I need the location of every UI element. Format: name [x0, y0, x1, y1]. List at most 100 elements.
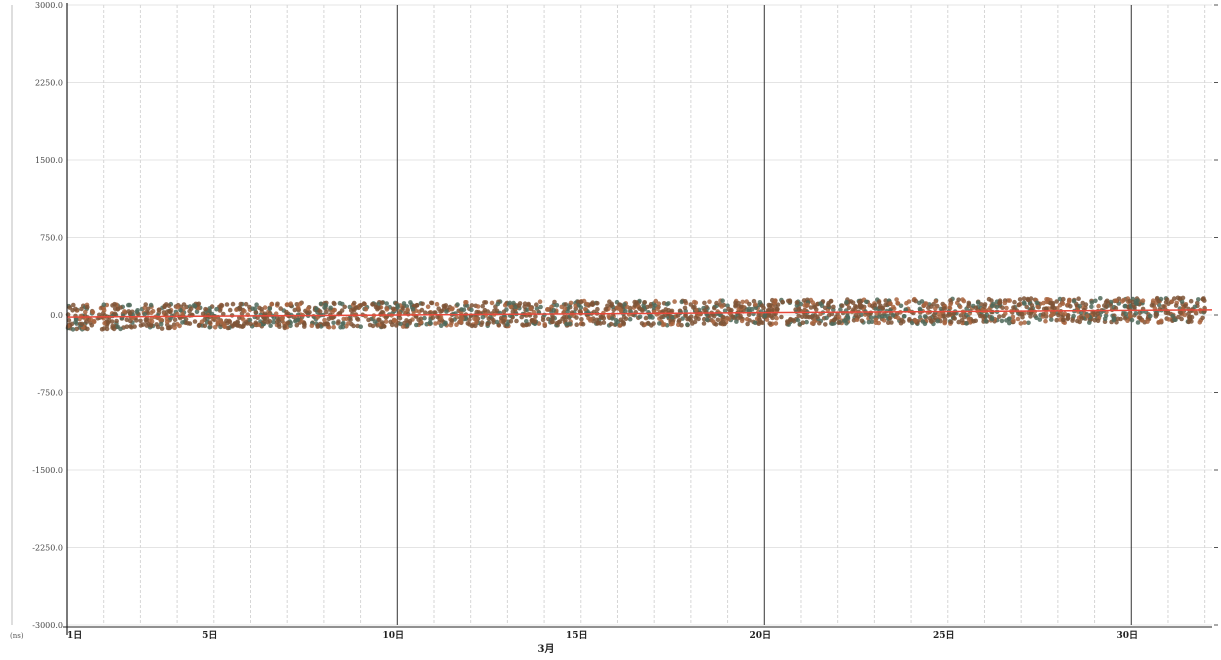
data-point — [501, 309, 507, 315]
data-point — [887, 315, 893, 321]
data-point — [181, 302, 187, 307]
data-point — [474, 309, 480, 315]
data-point — [1145, 319, 1150, 324]
data-point — [1066, 299, 1072, 305]
data-point — [942, 313, 947, 319]
data-point — [675, 313, 681, 318]
data-point — [458, 319, 464, 325]
data-point — [410, 306, 416, 312]
data-point — [799, 314, 805, 320]
data-point — [951, 311, 957, 316]
data-point — [796, 307, 802, 312]
data-point — [361, 301, 367, 306]
data-point — [292, 307, 298, 313]
data-point — [787, 299, 793, 304]
data-point — [280, 316, 285, 322]
data-point — [418, 316, 424, 322]
data-point — [554, 303, 560, 308]
data-point — [1176, 314, 1181, 320]
data-point — [1171, 296, 1177, 301]
data-point — [91, 319, 97, 325]
data-point — [442, 321, 448, 327]
data-point — [70, 327, 76, 332]
data-point — [656, 301, 662, 307]
data-point — [1002, 300, 1008, 306]
data-point — [1054, 299, 1059, 304]
data-point — [1173, 303, 1179, 308]
data-point — [427, 320, 433, 325]
data-point — [966, 316, 972, 322]
data-point — [1122, 316, 1128, 321]
data-point — [948, 319, 954, 325]
data-point — [1095, 318, 1101, 324]
data-point — [162, 304, 167, 310]
data-point — [85, 304, 90, 310]
data-point — [461, 307, 467, 313]
data-point — [284, 302, 290, 307]
data-point — [429, 300, 434, 306]
x-tick-label: 1日 — [67, 630, 82, 641]
data-point — [377, 317, 382, 323]
data-point — [540, 317, 546, 323]
data-point — [1007, 320, 1012, 326]
data-point — [510, 309, 516, 315]
data-point — [692, 304, 697, 310]
data-point — [814, 307, 819, 312]
data-point — [407, 318, 413, 324]
data-point — [367, 322, 373, 328]
data-point — [390, 306, 396, 312]
data-point — [942, 306, 948, 311]
data-point — [838, 307, 843, 312]
data-point — [514, 318, 519, 324]
data-point — [1140, 298, 1146, 304]
data-point — [288, 301, 294, 307]
data-point — [857, 299, 862, 305]
data-point — [383, 315, 389, 320]
data-point — [275, 301, 280, 307]
data-point — [902, 314, 907, 319]
data-point — [574, 315, 579, 320]
data-point — [664, 302, 670, 307]
axes — [11, 3, 1218, 635]
data-point — [112, 301, 117, 307]
data-point — [1022, 320, 1027, 325]
data-point — [1056, 312, 1061, 318]
data-point — [685, 322, 690, 327]
data-point — [395, 303, 400, 308]
data-point — [1018, 321, 1024, 326]
data-point — [295, 317, 301, 323]
data-point — [154, 322, 159, 327]
data-point — [331, 300, 337, 306]
data-point — [1089, 300, 1095, 305]
data-point — [1111, 315, 1117, 321]
data-point — [550, 315, 555, 321]
data-point — [831, 304, 836, 310]
data-point — [516, 303, 522, 308]
data-point — [917, 300, 922, 306]
data-point — [252, 306, 258, 312]
data-point — [734, 319, 739, 324]
data-point — [1044, 299, 1049, 305]
data-point — [1041, 312, 1046, 317]
data-point — [134, 309, 140, 315]
data-point — [84, 319, 89, 325]
data-point — [217, 308, 223, 313]
data-point — [397, 316, 403, 321]
data-point — [859, 318, 865, 324]
data-point — [1189, 319, 1194, 324]
data-point — [340, 324, 346, 330]
data-point — [425, 304, 431, 310]
data-point — [207, 308, 212, 314]
data-point — [480, 303, 486, 309]
data-point — [508, 304, 513, 310]
data-point — [1148, 313, 1153, 319]
data-point — [864, 299, 869, 305]
data-point — [652, 303, 658, 308]
data-point — [823, 322, 828, 327]
data-point — [1029, 303, 1035, 308]
data-point — [1068, 304, 1073, 309]
data-point — [801, 298, 807, 303]
data-point — [175, 304, 181, 310]
data-point — [844, 299, 849, 305]
data-point — [405, 307, 410, 313]
